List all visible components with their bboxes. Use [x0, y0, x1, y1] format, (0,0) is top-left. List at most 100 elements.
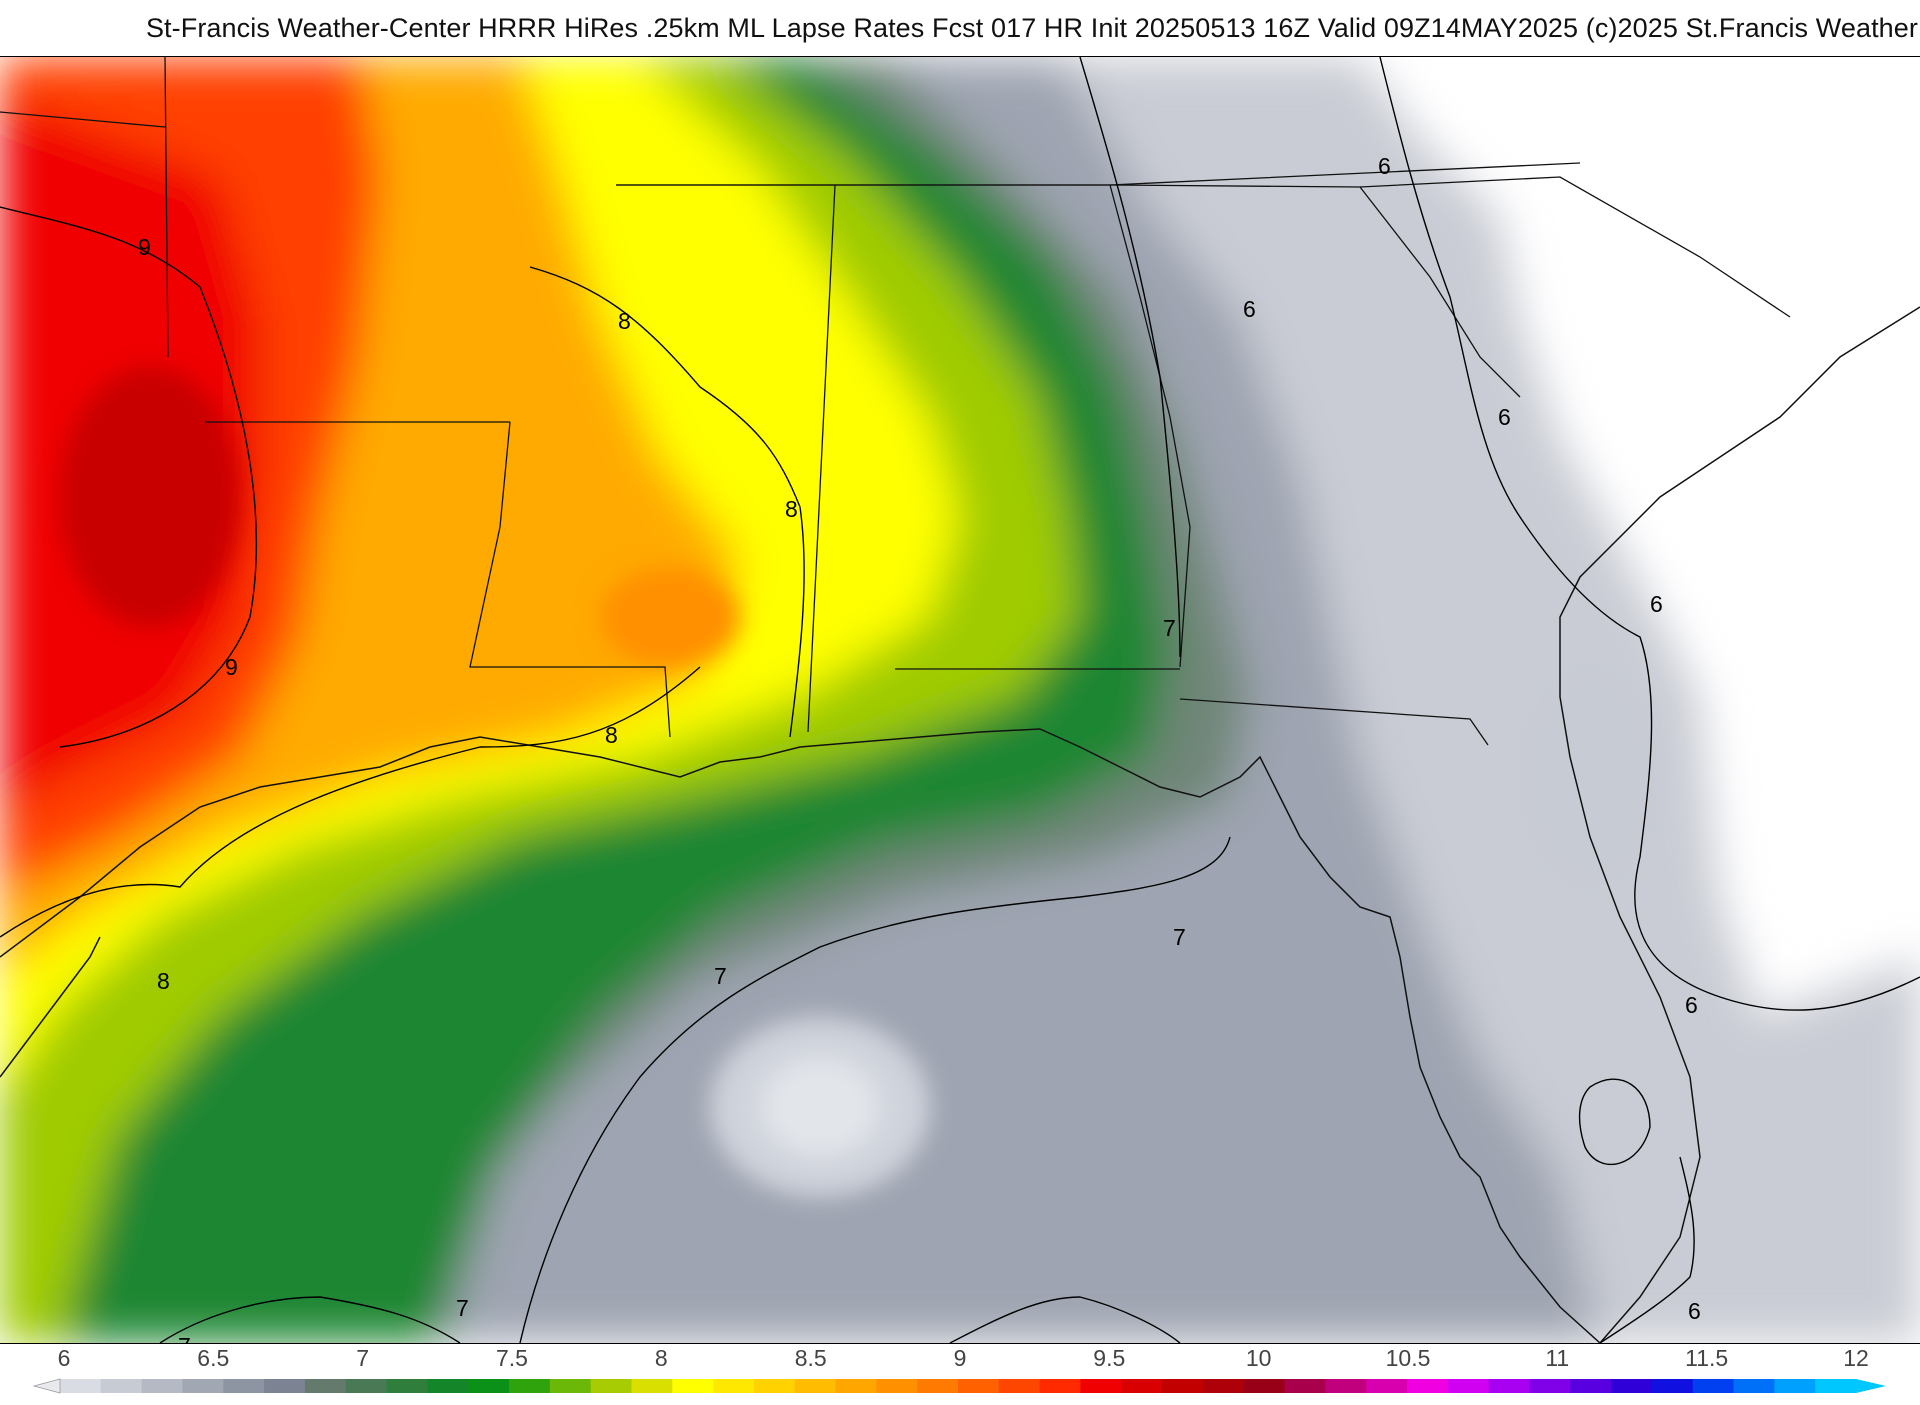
colorbar-swatch: [468, 1379, 510, 1393]
colorbar-swatch: [1366, 1379, 1408, 1393]
colorbar-right-arrow: [1856, 1379, 1886, 1393]
map-title: St-Francis Weather-Center HRRR HiRes .25…: [145, 12, 1918, 43]
mississippi-alabama-border: [807, 184, 836, 733]
texas-deep-red: [60, 367, 240, 627]
colorbar: 6 6.5 7 7.5 8 8.5 9 9.5 10 10.5 11 11.5 12: [0, 1342, 1920, 1400]
colorbar-tick-label: 8: [655, 1345, 668, 1371]
gulf-coast: [0, 728, 1601, 1343]
colorbar-swatch: [1488, 1379, 1531, 1393]
contour-label-7: 7: [1173, 924, 1186, 950]
colorbar-swatch: [917, 1379, 959, 1393]
colorbar-tick-label: 9.5: [1093, 1345, 1125, 1371]
louisiana-mississippi-border: [469, 421, 671, 738]
colorbar-swatch: [60, 1379, 102, 1393]
colorbar-swatch: [1162, 1379, 1204, 1393]
lapse-rate-pockets: [60, 367, 1660, 1197]
contour-label-6: 6: [1650, 591, 1663, 617]
isopleth-contours: [0, 57, 1920, 1343]
colorbar-swatch: [509, 1379, 551, 1393]
colorbar-swatch: [631, 1379, 673, 1393]
colorbar-swatch: [549, 1379, 592, 1393]
contour-label-8: 8: [605, 722, 618, 748]
colorbar-swatch: [672, 1379, 714, 1393]
colorbar-tick-label: 11: [1545, 1345, 1569, 1371]
colorbar-swatch: [264, 1379, 306, 1393]
colorbar-tick-label: 6: [58, 1345, 71, 1371]
contour-label-9: 9: [225, 654, 238, 680]
contour-7-gulf: [519, 836, 1231, 1343]
contour-6-east: [1379, 57, 1920, 1011]
colorbar-swatch: [1692, 1379, 1735, 1393]
colorbar-swatch: [100, 1379, 143, 1393]
colorbar-svg: 6 6.5 7 7.5 8 8.5 9 9.5 10 10.5 11 11.5 12: [32, 1345, 1886, 1394]
colorbar-tick-label: 7.5: [496, 1345, 528, 1371]
colorbar-swatch: [427, 1379, 469, 1393]
georgia-carolina-border: [1109, 184, 1521, 398]
contour-8-west: [0, 666, 701, 938]
colorbar-tick-label: 10: [1246, 1345, 1272, 1371]
colorbar-swatch: [223, 1379, 265, 1393]
colorbar-tick-label: 6.5: [197, 1345, 229, 1371]
map-area: 9 9 8 8 8 8 7 7 7 7 7 6 6 6 6 6 6 6: [0, 56, 1920, 1344]
gulf-light-pocket-2: [760, 1057, 880, 1157]
colorbar-left-arrow: [32, 1378, 61, 1394]
ms-orange-pocket: [600, 567, 740, 667]
contour-label-7: 7: [1163, 615, 1176, 641]
colorbar-swatch: [835, 1379, 877, 1393]
contour-label-6: 6: [1498, 404, 1511, 430]
contour-label-6: 6: [1378, 153, 1391, 179]
contour-6-fl: [1599, 1156, 1695, 1343]
colorbar-swatch: [1080, 1379, 1122, 1393]
colorbar-tick-label: 11.5: [1685, 1345, 1728, 1371]
contour-6-ring: [1578, 1078, 1651, 1166]
colorbar-tick-label: 9: [954, 1345, 967, 1371]
contour-label-group: 9 9 8 8 8 8 7 7 7 7 7 6 6 6 6 6 6 6: [138, 153, 1701, 1343]
colorbar-swatch: [998, 1379, 1041, 1393]
colorbar-swatch: [1611, 1379, 1653, 1393]
oklahoma-arkansas-border: [164, 57, 169, 358]
state-boundaries: [0, 57, 1791, 746]
colorbar-swatch: [590, 1379, 633, 1393]
colorbar-swatch: [1284, 1379, 1326, 1393]
colorbar-swatch: [1815, 1379, 1857, 1393]
contour-9: [0, 206, 258, 748]
colorbar-tick-label: 10.5: [1386, 1345, 1431, 1371]
colorbar-tick-label: 7: [356, 1345, 369, 1371]
colorbar-swatch: [958, 1379, 1000, 1393]
contour-label-8: 8: [157, 968, 170, 994]
contour-label-6: 6: [1685, 992, 1698, 1018]
colorbar-swatch: [1325, 1379, 1367, 1393]
colorbar-swatch: [1733, 1379, 1775, 1393]
texas-oklahoma-border: [0, 111, 166, 128]
colorbar-swatch: [1039, 1379, 1082, 1393]
contour-label-7: 7: [714, 963, 727, 989]
colorbar-tick-label: 8.5: [795, 1345, 827, 1371]
contour-label-9: 9: [138, 234, 151, 260]
colorbar-swatch: [182, 1379, 224, 1393]
contour-label-8: 8: [785, 496, 798, 522]
colorbar-swatches: [60, 1379, 1857, 1393]
texas-coast: [0, 936, 101, 1078]
colorbar-swatch: [713, 1379, 755, 1393]
contour-label-7: 7: [178, 1333, 191, 1343]
colorbar-swatch: [794, 1379, 837, 1393]
florida-atlantic-coast: [1559, 306, 1920, 1343]
colorbar-swatch: [1651, 1379, 1694, 1393]
colorbar-swatch: [304, 1379, 347, 1393]
colorbar-swatch: [1121, 1379, 1163, 1393]
lapse-rate-map: 9 9 8 8 8 8 7 7 7 7 7 6 6 6 6 6 6 6: [0, 57, 1920, 1343]
nc-sc-border: [1359, 176, 1791, 318]
contour-7-georgia: [1079, 57, 1181, 658]
colorbar-swatch: [141, 1379, 184, 1393]
colorbar-swatch: [876, 1379, 918, 1393]
atlantic-gray-pocket: [1520, 667, 1660, 887]
colorbar-swatch: [345, 1379, 388, 1393]
colorbar-swatch: [1202, 1379, 1245, 1393]
tennessee-kentucky-border: [616, 162, 1581, 186]
georgia-florida-border: [1179, 698, 1489, 746]
contour-label-6: 6: [1243, 296, 1256, 322]
colorbar-tick-label: 12: [1843, 1345, 1869, 1371]
colorbar-tick-labels: 6 6.5 7 7.5 8 8.5 9 9.5 10 10.5 11 11.5 12: [58, 1345, 1869, 1371]
colorbar-swatch: [1243, 1379, 1286, 1393]
coastlines: [0, 306, 1920, 1343]
